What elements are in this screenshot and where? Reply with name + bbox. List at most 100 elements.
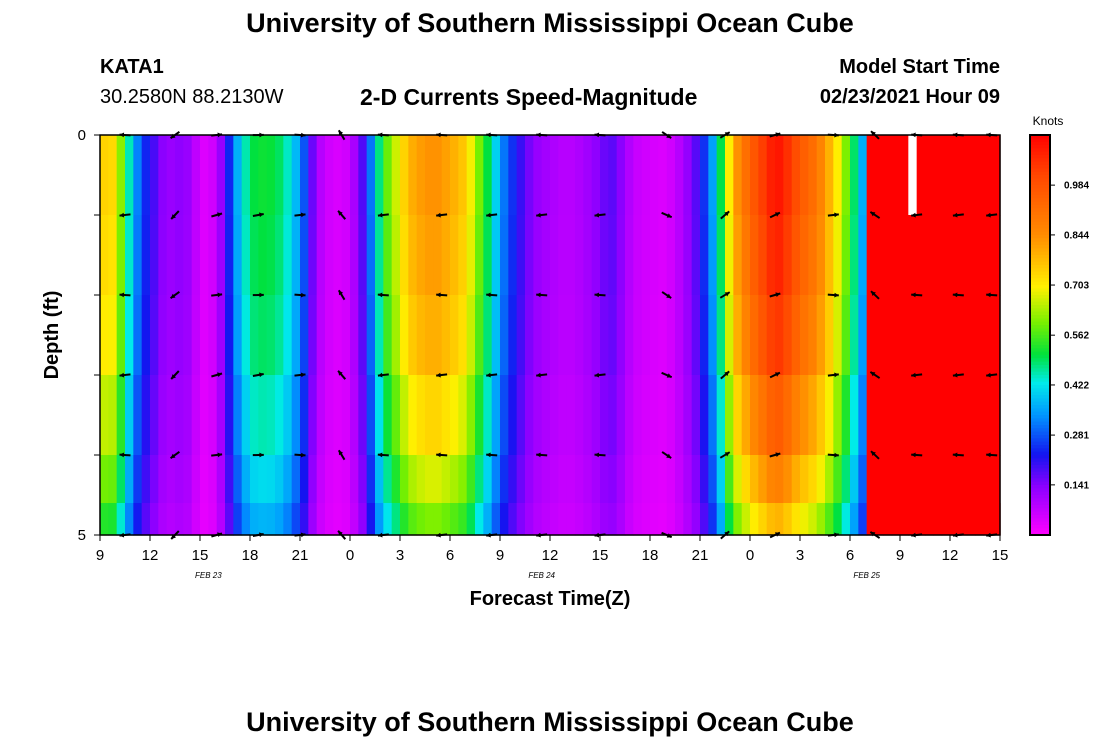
heatmap-cell (633, 135, 643, 216)
heatmap-cell (475, 295, 484, 376)
heatmap-cell (533, 295, 543, 376)
heatmap-cell (883, 135, 893, 216)
heatmap-cell (266, 295, 276, 376)
heatmap-cell (200, 455, 209, 536)
colorbar-swatch (1030, 421, 1050, 426)
heatmap-cell (308, 295, 318, 376)
current-vector-arrow (211, 372, 223, 378)
heatmap-cell (141, 135, 151, 216)
heatmap-cell (458, 455, 468, 536)
current-vector-arrow (594, 292, 606, 298)
heatmap-cell (866, 375, 876, 456)
heatmap-cell (250, 455, 259, 536)
colorbar-swatch (1030, 501, 1050, 506)
heatmap-cell (900, 135, 909, 216)
heatmap-cell (200, 375, 209, 456)
heatmap-cell (391, 503, 401, 535)
heatmap-cell (408, 455, 418, 536)
colorbar-swatch (1030, 361, 1050, 366)
colorbar-swatch (1030, 178, 1050, 183)
colorbar-swatch (1030, 315, 1050, 319)
heatmap-cell (708, 135, 718, 216)
heatmap-cell (983, 503, 993, 535)
heatmap-cell (433, 375, 443, 456)
heatmap-cell (341, 375, 351, 456)
heatmap-cell (975, 375, 984, 456)
heatmap-cell (241, 295, 251, 376)
heatmap-cell (150, 135, 159, 216)
colorbar-swatch (1030, 141, 1050, 146)
heatmap-cell (408, 295, 418, 376)
heatmap-cell (200, 295, 209, 376)
station-coordinates: 30.2580N 88.2130W (100, 86, 284, 108)
main-title: University of Southern Mississippi Ocean… (246, 8, 854, 38)
heatmap-cell (233, 295, 243, 376)
heatmap-cell (225, 135, 234, 216)
colorbar-swatch (1030, 271, 1050, 276)
heatmap-cell (816, 455, 826, 536)
heatmap-cell (366, 295, 376, 376)
heatmap-cell (650, 503, 659, 535)
heatmap-cell (575, 375, 584, 456)
colorbar-swatch (1030, 285, 1050, 289)
current-vector-arrow (252, 452, 264, 458)
heatmap-cell (425, 135, 434, 216)
colorbar-swatch (1030, 251, 1050, 256)
colorbar-swatch (1030, 295, 1050, 299)
heatmap-cell (825, 215, 834, 296)
heatmap-cell (841, 455, 851, 536)
heatmap-cell (633, 375, 643, 456)
heatmap-cell (958, 503, 968, 535)
colorbar-swatch (1030, 188, 1050, 193)
heatmap-cell (733, 375, 743, 456)
current-vector-arrow (719, 451, 731, 459)
heatmap-cell (250, 375, 259, 456)
heatmap-cell (508, 503, 518, 535)
heatmap-cell (983, 295, 993, 376)
heatmap-cell (616, 215, 626, 296)
heatmap-cell (158, 215, 168, 296)
footer-title: University of Southern Mississippi Ocean… (246, 707, 854, 737)
heatmap-cell (875, 215, 884, 296)
heatmap-cell (333, 295, 343, 376)
heatmap-cell (883, 295, 893, 376)
heatmap-cell (358, 455, 368, 536)
heatmap-cell (141, 455, 151, 536)
heatmap-cell (133, 503, 143, 535)
colorbar-swatch (1030, 401, 1050, 406)
heatmap-cell (116, 455, 126, 536)
heatmap-cell (141, 215, 151, 296)
current-vector-arrow (661, 291, 672, 299)
heatmap-cell (750, 503, 759, 535)
heatmap-cell (891, 375, 901, 456)
heatmap-cell (741, 455, 751, 536)
heatmap-cell (908, 135, 918, 216)
current-vector-arrow (486, 212, 498, 218)
heatmap-cell (716, 455, 726, 536)
colorbar-swatch (1030, 338, 1050, 343)
heatmap-cell (375, 375, 384, 456)
colorbar-swatch (1030, 365, 1050, 369)
current-vector-arrow (827, 212, 839, 218)
colorbar-swatch (1030, 268, 1050, 273)
heatmap-cell (375, 455, 384, 536)
current-vector-arrow (337, 210, 347, 220)
heatmap-layer (100, 135, 1001, 536)
colorbar-swatch (1030, 448, 1050, 453)
heatmap-cell (100, 295, 109, 376)
heatmap-cell (675, 295, 684, 376)
heatmap-cell (316, 375, 326, 456)
heatmap-cell (900, 503, 909, 535)
colorbar-swatch (1030, 258, 1050, 263)
current-vector-arrow (661, 451, 672, 459)
current-vector-arrow (337, 370, 347, 380)
heatmap-cell (600, 375, 609, 456)
current-vector-arrow (594, 452, 606, 458)
heatmap-cell (108, 295, 118, 376)
colorbar-swatch (1030, 385, 1050, 389)
heatmap-cell (333, 503, 343, 535)
heatmap-cell (658, 135, 668, 216)
heatmap-cell (791, 135, 801, 216)
colorbar-swatch (1030, 341, 1050, 346)
heatmap-cell (358, 215, 368, 296)
